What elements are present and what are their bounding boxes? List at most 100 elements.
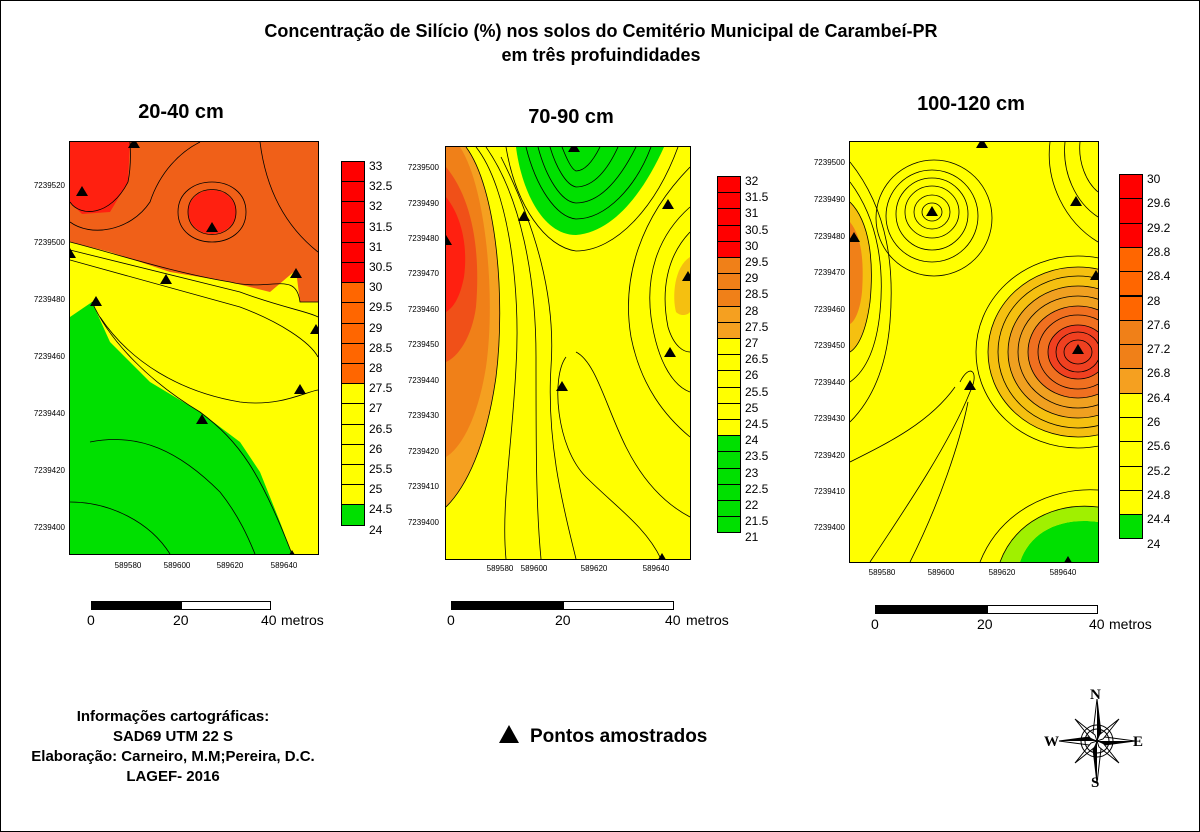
y-tick: 7239440 [33,409,65,418]
x-tick: 589600 [520,564,548,573]
legend-color-swatch [717,467,741,485]
legend-color-swatch [717,386,741,404]
legend-label: 30 [745,238,759,253]
legend-label: 25.5 [369,462,393,476]
contour-lines-70-90 [446,147,690,559]
sample-point-legend-icon [499,725,519,743]
legend-color-swatch [717,176,741,194]
legend-label: 27.5 [745,319,769,334]
y-tick: 7239470 [407,269,439,278]
x-tick: 589580 [868,568,896,577]
legend-label: 26.5 [369,421,393,436]
scale-unit: metros [1109,616,1152,632]
y-tick: 7239480 [813,232,845,241]
scale-unit: metros [281,612,324,628]
panel-title-20-40: 20-40 cm [138,101,224,123]
legend-label: 24 [369,522,383,537]
zone-red-center [188,190,236,234]
legend-color-swatch [1119,417,1143,443]
legend-label: 32 [369,199,383,214]
y-tick: 7239500 [813,158,845,167]
sample-point [206,222,218,232]
info-projection: SAD69 UTM 22 S [112,728,234,745]
legend-label: 31 [745,206,759,221]
legend-label: 30 [1147,172,1161,186]
panel-title-70-90: 70-90 cm [528,106,614,128]
legend-color-swatch [341,403,365,425]
legend-color-swatch [341,443,365,465]
y-tick: 7239460 [813,305,845,314]
zone-red-east [1048,325,1098,379]
y-tick: 7239450 [813,341,845,350]
zone-light-orange-east [674,257,690,316]
legend-label: 24.8 [1147,487,1171,502]
sample-points-70-90 [446,147,690,559]
legend-color-swatch [717,500,741,518]
legend-color-swatch [341,221,365,243]
legend-label: 30.5 [369,260,393,274]
map-20-40 [69,141,319,555]
scale-bar-black [875,605,987,614]
y-tick: 7239400 [33,523,65,532]
legend-label: 27 [745,336,759,350]
legend-label: 31.5 [745,190,769,205]
legend-color-swatch [1119,246,1143,273]
y-tick: 7239500 [33,238,65,247]
sample-point [90,296,102,306]
legend-color-swatch [717,257,741,275]
y-tick: 7239490 [407,199,439,208]
legend-label: 29.6 [1147,196,1171,211]
legend-label: 29.2 [1147,220,1171,235]
y-tick: 7239460 [407,305,439,314]
legend-label: 26 [1147,415,1161,429]
legend-label: 22.5 [745,481,769,496]
legend-color-swatch [717,354,741,372]
zone-orange-west [850,222,863,324]
legend-label: 29.5 [369,300,393,315]
legend-color-swatch [341,504,365,526]
y-tick: 7239400 [407,518,439,527]
sample-point [1072,344,1084,354]
compass-south: S [1091,775,1100,791]
contour-map-20-40 [70,142,318,554]
scale-label: 20 [173,612,189,628]
compass-north: N [1090,687,1101,703]
legend-label: 28.4 [1147,269,1171,284]
legend-color-swatch [341,161,365,183]
legend-color-swatch [717,435,741,453]
legend-label: 21.5 [745,514,769,529]
sample-point-legend-label: Pontos amostrados [530,726,708,747]
legend-label: 24.5 [369,502,393,517]
contour-lines-100-120 [850,142,1098,562]
legend-color-swatch [717,321,741,339]
legend-label: 32.5 [369,179,393,194]
y-tick: 7239480 [33,295,65,304]
sample-point [196,414,208,424]
legend-color-swatch [717,483,741,501]
map-100-120 [849,141,1099,563]
sample-point [556,381,568,391]
legend-color-swatch [1119,222,1143,248]
x-tick: 589600 [927,568,955,577]
contour-map-70-90 [446,147,690,559]
legend-label: 25.2 [1147,463,1171,478]
legend-label: 30.5 [745,222,769,237]
y-tick: 7239420 [813,451,845,460]
sample-point [664,347,676,357]
legend-color-swatch [717,192,741,210]
legend-color-swatch [341,464,365,486]
sample-point [160,274,172,284]
scale-label: 0 [871,616,879,632]
legend-label: 29 [745,271,759,286]
legend-color-swatch [341,181,365,203]
x-tick: 589580 [486,564,514,573]
legend-label: 25.6 [1147,439,1171,454]
legend-color-swatch [717,224,741,242]
legend-label: 29.5 [745,255,769,269]
contour-lines-20-40 [70,142,318,554]
compass-west: W [1044,734,1059,750]
scale-label: 20 [977,616,993,632]
legend-color-swatch [341,241,365,263]
legend-color-swatch [717,451,741,469]
scale-bar-white [181,601,271,610]
